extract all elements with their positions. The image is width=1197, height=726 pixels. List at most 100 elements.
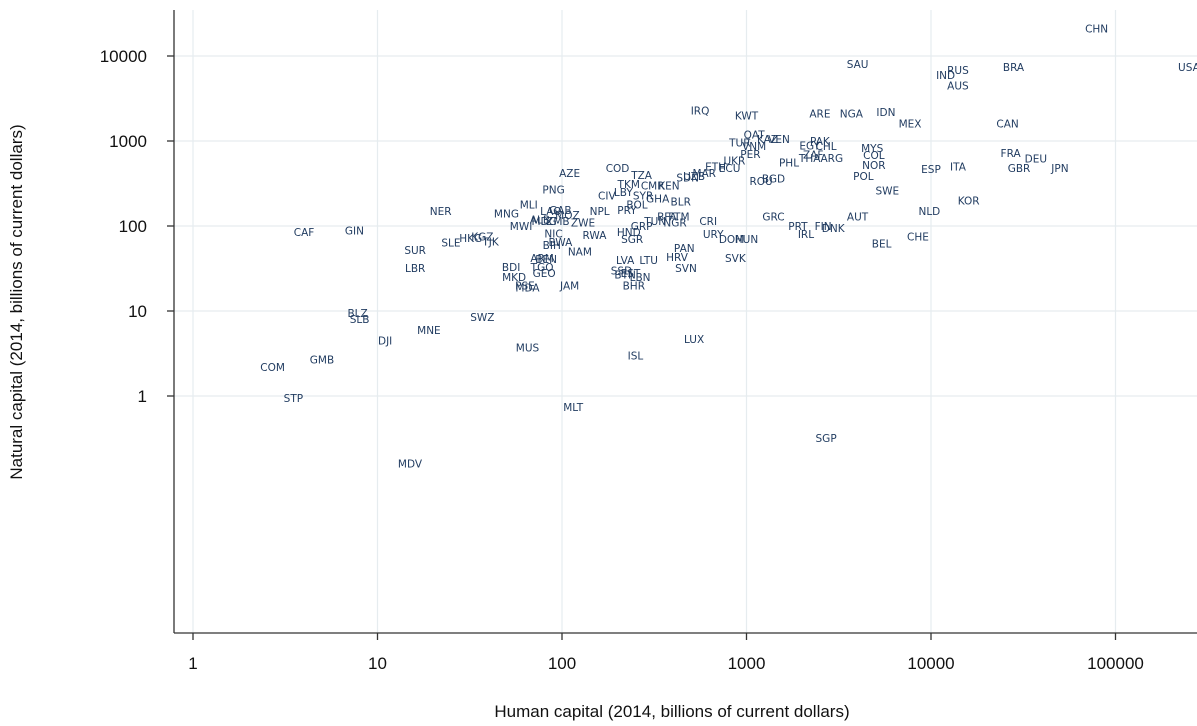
point-label-stp: STP bbox=[284, 393, 303, 405]
point-label-mlt: MLT bbox=[563, 402, 583, 414]
y-tick-label: 10 bbox=[128, 302, 147, 321]
point-label-tgo: TGO bbox=[530, 262, 554, 274]
point-label-svn: SVN bbox=[675, 263, 697, 275]
point-label-nor: NOR bbox=[862, 160, 885, 172]
point-label-tjk: TJK bbox=[481, 236, 500, 248]
point-label-caf: CAF bbox=[294, 227, 315, 239]
point-label-hun: HUN bbox=[735, 234, 758, 246]
grid-lines bbox=[174, 10, 1197, 633]
point-label-cri: CRI bbox=[699, 216, 717, 228]
point-label-mar: MAR bbox=[692, 168, 716, 180]
point-label-jpn: JPN bbox=[1050, 163, 1068, 175]
point-label-arg: ARG bbox=[820, 153, 843, 165]
x-axis-ticks: 1 10 100 1000 10000 100000 bbox=[188, 633, 1144, 673]
point-label-chl: CHL bbox=[816, 141, 837, 153]
point-label-civ: CIV bbox=[598, 190, 616, 202]
x-tick-label: 10 bbox=[368, 654, 387, 673]
point-label-tza: TZA bbox=[630, 170, 653, 182]
point-label-can: CAN bbox=[996, 119, 1018, 131]
x-tick-label: 100000 bbox=[1087, 654, 1144, 673]
point-label-phl: PHL bbox=[779, 157, 799, 169]
point-label-ssd: SSD bbox=[611, 265, 632, 277]
point-label-gha: GHA bbox=[646, 194, 670, 206]
point-label-irl: IRL bbox=[798, 229, 814, 241]
point-label-kor: KOR bbox=[958, 195, 980, 207]
point-label-aut: AUT bbox=[847, 211, 869, 223]
point-label-dji: DJI bbox=[378, 335, 392, 347]
point-label-alb: ALB bbox=[530, 214, 550, 226]
point-label-nld: NLD bbox=[918, 206, 940, 218]
point-label-dnk: DNK bbox=[822, 223, 846, 235]
point-label-tun: TUN bbox=[643, 216, 666, 228]
x-tick-label: 1 bbox=[188, 654, 197, 673]
point-label-fra: FRA bbox=[1001, 148, 1022, 160]
point-label-nam: NAM bbox=[568, 247, 592, 259]
point-label-pol: POL bbox=[853, 171, 874, 183]
point-label-bgd: BGD bbox=[762, 174, 785, 186]
point-label-vnm: VNM bbox=[742, 141, 766, 153]
point-label-mkd: MKD bbox=[502, 272, 526, 284]
y-tick-label: 10000 bbox=[100, 47, 147, 66]
point-label-ury: URY bbox=[703, 229, 724, 241]
point-label-arm: ARM bbox=[530, 253, 554, 265]
point-label-bfa: BFA bbox=[657, 211, 677, 223]
point-label-mda: MDA bbox=[515, 282, 540, 294]
point-label-rwa: RWA bbox=[583, 230, 608, 242]
point-label-ltu: LTU bbox=[639, 255, 658, 267]
point-label-svk: SVK bbox=[725, 253, 747, 265]
point-label-mus: MUS bbox=[516, 343, 540, 355]
point-label-mdv: MDV bbox=[398, 459, 423, 471]
point-label-gab: GAB bbox=[549, 205, 572, 217]
point-label-mys: MYS bbox=[861, 143, 883, 155]
point-label-zmb: ZMB bbox=[546, 216, 569, 228]
point-label-rou: ROU bbox=[749, 176, 772, 188]
point-label-tkm: TKM bbox=[617, 179, 640, 191]
point-label-qat: QAT bbox=[744, 129, 766, 141]
y-axis-title: Natural capital (2014, billions of curre… bbox=[7, 124, 26, 479]
point-label-egy: EGY bbox=[799, 140, 820, 152]
y-tick-label: 1 bbox=[138, 387, 147, 406]
point-label-are: ARE bbox=[809, 109, 830, 121]
point-label-mdg: MDG bbox=[531, 216, 556, 228]
point-label-nic: NIC bbox=[544, 228, 562, 240]
point-label-blz: BLZ bbox=[347, 308, 367, 320]
point-label-cmr: CMR bbox=[641, 180, 665, 192]
point-label-fin: FIN bbox=[815, 221, 832, 233]
point-label-sau: SAU bbox=[847, 59, 869, 71]
point-label-ecu: ECU bbox=[719, 163, 741, 175]
point-label-ita: ITA bbox=[950, 162, 967, 174]
point-label-png: PNG bbox=[542, 184, 564, 196]
point-label-kaz: KAZ bbox=[757, 134, 778, 146]
point-label-bdi: BDI bbox=[502, 262, 520, 274]
point-label-bra: BRA bbox=[1003, 62, 1025, 74]
point-label-ben: BEN bbox=[535, 254, 557, 266]
point-label-grc: GRC bbox=[762, 211, 784, 223]
point-label-lbr: LBR bbox=[405, 263, 425, 275]
y-tick-label: 1000 bbox=[109, 132, 147, 151]
point-label-prt: PRT bbox=[788, 221, 808, 233]
point-label-lva: LVA bbox=[616, 255, 635, 267]
point-label-zwe: ZWE bbox=[571, 217, 595, 229]
point-label-gmb: GMB bbox=[310, 354, 334, 366]
point-label-mng: MNG bbox=[494, 209, 519, 221]
point-label-swz: SWZ bbox=[470, 312, 494, 324]
point-label-nga: NGA bbox=[840, 109, 864, 121]
point-label-npl: NPL bbox=[590, 206, 610, 218]
point-label-slb: SLB bbox=[350, 314, 370, 326]
point-label-gbr: GBR bbox=[1008, 163, 1031, 175]
point-label-kgz: KGZ bbox=[471, 232, 493, 244]
point-label-mex: MEX bbox=[899, 119, 922, 131]
point-label-bwa: BWA bbox=[548, 237, 573, 249]
x-tick-label: 100 bbox=[548, 654, 576, 673]
point-label-pan: PAN bbox=[674, 243, 695, 255]
axes bbox=[173, 10, 1197, 634]
point-label-chn: CHN bbox=[1085, 24, 1108, 36]
point-label-zaf: ZAF bbox=[803, 150, 823, 162]
point-label-ngr: NGR bbox=[663, 217, 686, 229]
point-label-gin: GIN bbox=[345, 226, 364, 238]
point-label-esp: ESP bbox=[921, 164, 941, 176]
point-label-blr: BLR bbox=[671, 196, 691, 208]
point-label-rus: RUS bbox=[947, 65, 969, 77]
point-label-ner: NER bbox=[430, 206, 452, 218]
